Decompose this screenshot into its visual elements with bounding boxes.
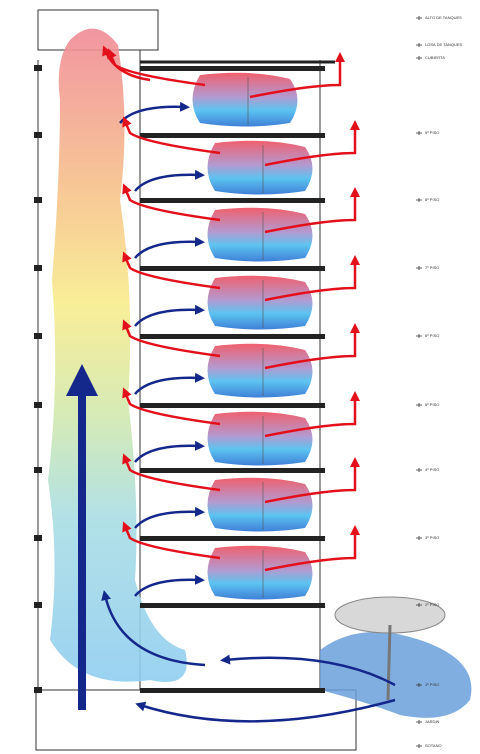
- hot-air-arrow: [122, 453, 221, 492]
- heat-plume: [48, 28, 187, 683]
- level-label: 9º PISO: [425, 130, 439, 135]
- level-label: LOSA DE TANQUES: [425, 42, 463, 47]
- slab-edge: [34, 602, 42, 608]
- air-pod: [207, 343, 313, 398]
- level-label: 8º PISO: [425, 197, 439, 202]
- level-marker: [416, 468, 422, 472]
- floor-slab: [140, 403, 325, 408]
- level-marker: [416, 403, 422, 407]
- cool-air-arrow: [101, 590, 206, 667]
- hot-air-arrow: [264, 391, 360, 438]
- hot-air-arrow: [264, 255, 360, 302]
- level-label: ALTO DE TANQUES: [425, 15, 462, 20]
- air-pod: [207, 411, 313, 466]
- floor-slab: [140, 66, 325, 71]
- level-label: 2º PISO: [425, 602, 439, 607]
- cool-air-arrow: [135, 698, 396, 723]
- hot-air-arrow: [102, 45, 151, 82]
- hot-air-arrow: [264, 187, 360, 234]
- floor-slab: [140, 133, 325, 138]
- cool-air-zone: [320, 632, 472, 718]
- air-pod: [192, 72, 298, 127]
- level-label: SOTANO: [425, 743, 442, 748]
- level-marker: [416, 266, 422, 270]
- air-pod: [207, 275, 313, 330]
- cool-air-arrow: [134, 236, 205, 259]
- level-marker: [416, 198, 422, 202]
- cool-air-arrow: [134, 372, 205, 395]
- cool-air-arrow: [134, 574, 205, 597]
- floor-slab: [140, 536, 325, 541]
- level-marker: [416, 603, 422, 607]
- level-label: 7º PISO: [425, 265, 439, 270]
- air-pod: [207, 545, 313, 600]
- hot-air-arrow: [122, 251, 221, 290]
- hot-air-arrow: [264, 457, 360, 504]
- cool-air-arrow: [220, 654, 396, 687]
- level-label: 3º PISO: [425, 535, 439, 540]
- level-marker: [416, 536, 422, 540]
- level-marker: [416, 720, 422, 724]
- level-marker: [416, 683, 422, 687]
- hot-air-arrow: [264, 525, 360, 572]
- tree: [334, 596, 446, 701]
- floor-slab: [140, 688, 325, 693]
- hot-air-arrow: [264, 120, 360, 167]
- slab-edge: [34, 333, 42, 339]
- hot-air-arrow: [264, 323, 360, 370]
- level-label: JARDIN: [425, 719, 440, 724]
- slab-edge: [34, 402, 42, 408]
- slab-edge: [34, 65, 42, 71]
- air-pod: [207, 140, 313, 195]
- slab-edge: [34, 197, 42, 203]
- level-marker: [416, 43, 422, 47]
- hot-air-arrow: [122, 183, 221, 222]
- hot-air-arrow: [249, 52, 345, 99]
- hot-air-arrow: [122, 319, 221, 358]
- cool-air-arrow: [134, 169, 205, 192]
- slab-edge: [34, 265, 42, 271]
- floor-slab: [140, 468, 325, 473]
- air-pod: [207, 207, 313, 262]
- level-marker: [416, 56, 422, 60]
- floor-slab: [140, 603, 325, 608]
- level-marker: [416, 16, 422, 20]
- level-label: 5º PISO: [425, 402, 439, 407]
- level-label: 4º PISO: [425, 467, 439, 472]
- hot-air-arrow: [122, 521, 221, 560]
- air-pod: [207, 477, 313, 532]
- level-label: 1º PISO: [425, 682, 439, 687]
- slab-edge: [34, 467, 42, 473]
- cool-air-arrow: [134, 506, 205, 529]
- cool-air-arrow: [119, 101, 190, 124]
- floor-slab: [140, 198, 325, 203]
- floor-slab: [140, 334, 325, 339]
- hot-air-arrow: [122, 116, 221, 155]
- level-marker: [416, 334, 422, 338]
- level-marker: [416, 131, 422, 135]
- level-marker: [416, 744, 422, 748]
- hot-air-arrow: [122, 387, 221, 426]
- level-label: CUBIERTA: [425, 55, 445, 60]
- slab-edge: [34, 535, 42, 541]
- slab-edge: [34, 687, 42, 693]
- cool-air-arrow: [134, 304, 205, 327]
- cool-air-arrow: [134, 440, 205, 463]
- slab-edge: [34, 132, 42, 138]
- level-label: 6º PISO: [425, 333, 439, 338]
- floor-slab: [140, 266, 325, 271]
